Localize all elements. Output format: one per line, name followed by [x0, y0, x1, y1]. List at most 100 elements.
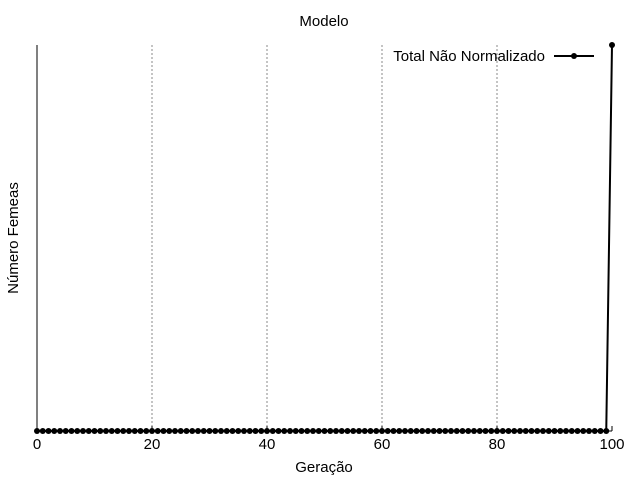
data-point	[154, 428, 161, 434]
data-point	[522, 428, 529, 434]
data-point	[246, 428, 253, 434]
data-point	[310, 428, 316, 434]
data-point	[258, 428, 265, 434]
x-tick-label-60: 60	[374, 436, 391, 453]
data-point	[68, 428, 75, 434]
data-point	[471, 428, 477, 434]
data-point	[453, 428, 460, 434]
data-point	[476, 428, 483, 434]
data-point	[499, 428, 506, 434]
data-point	[235, 428, 242, 434]
series-layer	[34, 42, 615, 434]
data-point	[195, 428, 201, 434]
data-point	[396, 428, 403, 434]
data-point	[91, 428, 98, 434]
data-point	[200, 428, 207, 434]
data-point	[425, 428, 431, 434]
data-point	[275, 428, 282, 434]
data-point	[586, 428, 592, 434]
x-tick-label-0: 0	[33, 436, 41, 453]
data-point	[57, 428, 63, 434]
data-point	[80, 428, 86, 434]
data-point	[517, 428, 523, 434]
x-tick-label-20: 20	[144, 436, 161, 453]
data-point	[137, 428, 144, 434]
data-point	[39, 428, 46, 434]
chart-title: Modelo	[299, 13, 348, 30]
data-point	[252, 428, 259, 434]
data-point	[448, 428, 454, 434]
data-point	[574, 428, 581, 434]
data-point	[51, 428, 58, 434]
data-point	[160, 428, 167, 434]
data-point	[315, 428, 322, 434]
data-point	[103, 428, 109, 434]
data-point	[603, 428, 610, 434]
data-point	[407, 428, 414, 434]
data-point	[430, 428, 437, 434]
data-point	[511, 428, 518, 434]
data-point	[597, 428, 604, 434]
data-point	[580, 428, 587, 434]
data-point	[281, 428, 288, 434]
data-point	[436, 428, 443, 434]
data-point	[212, 428, 219, 434]
data-point	[223, 428, 230, 434]
data-point	[241, 428, 247, 434]
data-point	[459, 428, 466, 434]
data-point	[338, 428, 345, 434]
data-point	[120, 428, 127, 434]
data-point	[292, 428, 299, 434]
data-point	[189, 428, 196, 434]
data-point	[568, 428, 575, 434]
data-point	[609, 42, 615, 48]
data-point	[321, 428, 328, 434]
data-point	[465, 428, 472, 434]
data-point	[563, 428, 569, 434]
data-point	[229, 428, 236, 434]
data-point	[373, 428, 380, 434]
data-point	[367, 428, 374, 434]
data-point	[108, 428, 115, 434]
data-point	[45, 428, 52, 434]
data-point	[344, 428, 351, 434]
data-point	[545, 428, 552, 434]
data-point	[419, 428, 426, 434]
data-point	[505, 428, 512, 434]
x-axis-label: Geração	[295, 459, 353, 476]
data-point	[591, 428, 598, 434]
data-point	[126, 428, 132, 434]
data-point	[361, 428, 368, 434]
data-point	[206, 428, 213, 434]
data-point	[218, 428, 224, 434]
data-point	[442, 428, 449, 434]
data-point	[384, 428, 391, 434]
data-point	[540, 428, 546, 434]
data-point	[482, 428, 489, 434]
x-tick-label-80: 80	[489, 436, 506, 453]
data-point	[85, 428, 92, 434]
data-point	[62, 428, 69, 434]
data-point	[166, 428, 173, 434]
data-point	[488, 428, 495, 434]
data-point	[298, 428, 305, 434]
data-point	[114, 428, 121, 434]
y-axis-label: Número Femeas	[5, 182, 22, 294]
data-point	[333, 428, 339, 434]
data-point	[131, 428, 138, 434]
data-point	[551, 428, 558, 434]
data-point	[304, 428, 311, 434]
data-point	[74, 428, 81, 434]
legend-marker	[571, 53, 577, 59]
data-point	[350, 428, 357, 434]
data-point	[183, 428, 190, 434]
grid-lines	[151, 45, 498, 431]
data-point	[287, 428, 293, 434]
x-tick-label-40: 40	[259, 436, 276, 453]
x-tick-label-100: 100	[599, 436, 624, 453]
data-point	[402, 428, 408, 434]
data-point	[327, 428, 334, 434]
data-point	[143, 428, 150, 434]
data-point	[97, 428, 104, 434]
